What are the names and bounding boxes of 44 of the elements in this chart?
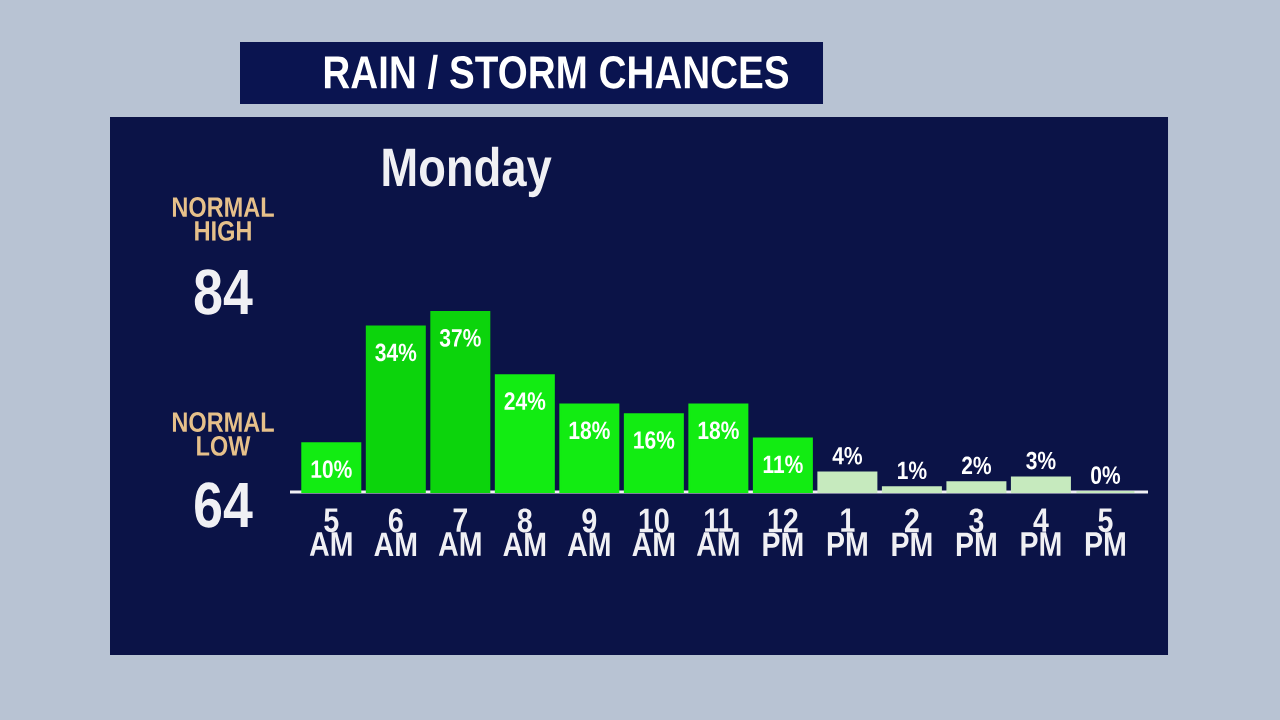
data-label: 16% xyxy=(634,431,675,449)
x-tick-label: 11 AM xyxy=(696,508,739,556)
data-label: 18% xyxy=(569,421,610,440)
x-tick-label: 1 PM xyxy=(827,508,867,556)
x-tick-label: 5 PM xyxy=(1085,508,1125,556)
bar xyxy=(623,413,684,493)
x-tick-label: 8 AM xyxy=(503,508,546,557)
chart-title: RAIN / STORM CHANCES xyxy=(324,54,789,90)
data-label: 3% xyxy=(1026,451,1056,470)
bar xyxy=(559,403,620,493)
bar xyxy=(817,471,878,493)
text: 84 xyxy=(194,269,253,315)
text: NORMAL LOW xyxy=(172,412,274,456)
data-label: 1% xyxy=(898,461,927,480)
text: NORMAL HIGH xyxy=(172,197,274,241)
data-label: 18% xyxy=(698,421,739,440)
x-tick-label: 10 AM xyxy=(632,508,675,557)
bar xyxy=(430,310,491,493)
x-tick-label: 7 AM xyxy=(438,508,481,556)
bar xyxy=(365,325,426,493)
data-label: 4% xyxy=(832,446,863,465)
x-tick-label: 2 PM xyxy=(892,508,932,557)
x-tick-label: 6 AM xyxy=(374,508,417,557)
bar xyxy=(1010,476,1071,493)
bar xyxy=(881,486,942,493)
bar xyxy=(688,403,749,493)
data-label: 37% xyxy=(439,328,481,347)
x-tick-label: 3 PM xyxy=(956,508,996,557)
x-tick-label: 4 PM xyxy=(1021,508,1061,556)
bar xyxy=(494,374,555,493)
data-label: 2% xyxy=(961,456,992,475)
data-label: 0% xyxy=(1091,466,1121,484)
data-label: 34% xyxy=(375,343,417,362)
x-tick-label: 5 AM xyxy=(309,508,352,556)
data-label: 24% xyxy=(504,392,546,410)
chart-subtitle: Monday xyxy=(383,146,552,198)
data-label: 10% xyxy=(311,460,352,479)
x-tick-label: 12 PM xyxy=(763,508,803,557)
data-label: 11% xyxy=(763,455,803,474)
x-tick-label: 9 AM xyxy=(567,508,610,557)
text: 64 xyxy=(195,482,253,528)
bar xyxy=(301,442,362,493)
bar xyxy=(946,481,1007,493)
bar xyxy=(752,437,813,493)
